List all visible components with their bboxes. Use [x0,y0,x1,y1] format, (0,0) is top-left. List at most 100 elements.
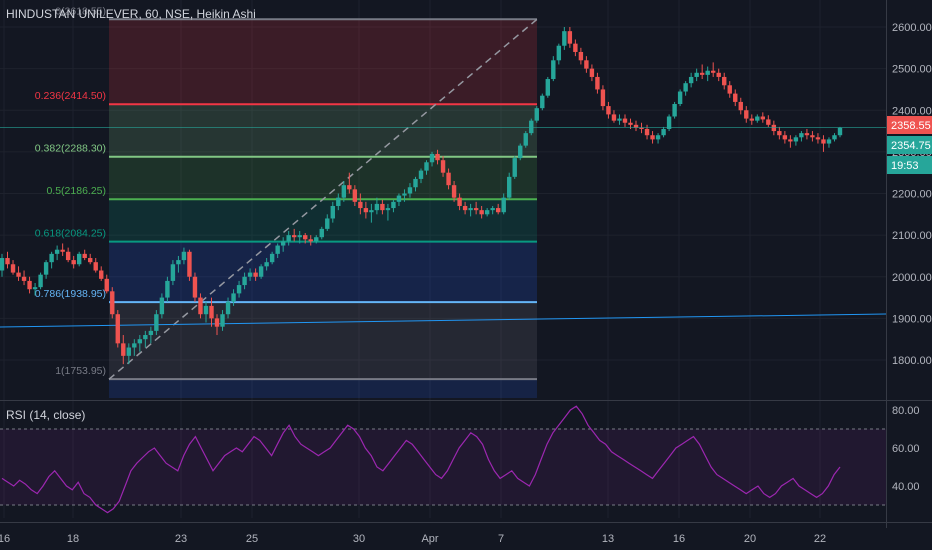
candle-body[interactable] [132,343,137,348]
candle-body[interactable] [369,210,374,213]
candle-body[interactable] [744,110,749,119]
candle-body[interactable] [457,197,462,206]
candle-body[interactable] [413,178,418,188]
candle-body[interactable] [236,285,242,294]
fib-trend-line[interactable] [108,18,538,380]
candle-body[interactable] [264,262,269,267]
candle-body[interactable] [832,135,837,140]
candle-body[interactable] [187,251,192,277]
candle-body[interactable] [562,31,567,46]
candle-body[interactable] [804,133,810,136]
candle-body[interactable] [303,235,308,240]
candle-body[interactable] [10,264,16,273]
candle-body[interactable] [341,185,347,198]
candle-body[interactable] [159,297,165,315]
candle-body[interactable] [484,210,490,215]
candle-body[interactable] [258,266,264,277]
candle-body[interactable] [633,124,639,128]
candle-body[interactable] [440,160,446,173]
trend-line[interactable] [0,313,887,328]
candle-body[interactable] [424,162,429,171]
candle-body[interactable] [551,60,556,80]
candle-body[interactable] [799,133,804,138]
candle-body[interactable] [490,208,495,211]
candle-body[interactable] [297,235,302,238]
candle-body[interactable] [661,128,666,136]
candle-body[interactable] [126,347,132,356]
candle-body[interactable] [749,118,754,121]
candle-body[interactable] [451,185,457,198]
candle-body[interactable] [269,253,275,263]
candle-body[interactable] [821,139,826,144]
candle-body[interactable] [815,137,821,140]
candle-body[interactable] [99,270,104,279]
candle-body[interactable] [407,187,413,194]
candle-body[interactable] [5,258,10,265]
candle-body[interactable] [727,85,732,94]
candle-body[interactable] [82,253,87,259]
candle-body[interactable] [242,276,247,286]
candle-body[interactable] [589,68,595,77]
candle-body[interactable] [253,272,258,277]
candle-body[interactable] [88,258,93,263]
candle-body[interactable] [446,172,451,186]
candle-body[interactable] [606,106,611,115]
candle-body[interactable] [435,153,440,161]
candle-body[interactable] [336,197,341,206]
candle-body[interactable] [578,51,584,61]
candle-body[interactable] [143,335,148,340]
candle-body[interactable] [837,127,843,136]
candle-body[interactable] [198,297,203,315]
candle-body[interactable] [826,139,832,144]
candle-body[interactable] [275,245,280,254]
candle-body[interactable] [755,116,760,121]
candle-body[interactable] [694,72,699,77]
candle-body[interactable] [760,116,766,120]
candle-body[interactable] [380,203,385,211]
candle-body[interactable] [385,208,391,211]
candle-body[interactable] [793,137,799,142]
candle-body[interactable] [32,287,38,290]
candle-body[interactable] [495,208,501,213]
candle-body[interactable] [567,31,573,44]
candle-body[interactable] [308,239,313,242]
candle-body[interactable] [507,176,512,198]
candle-body[interactable] [556,45,562,61]
candle-body[interactable] [209,305,214,319]
candle-body[interactable] [534,108,539,121]
candle-body[interactable] [330,205,335,219]
candle-body[interactable] [766,119,771,125]
candle-body[interactable] [280,241,286,246]
candle-body[interactable] [65,251,71,261]
candle-body[interactable] [104,278,109,292]
candle-body[interactable] [49,253,54,263]
candle-body[interactable] [148,330,154,336]
candle-body[interactable] [479,210,484,215]
candle-body[interactable] [429,153,435,163]
candle-body[interactable] [93,262,98,271]
candle-body[interactable] [677,91,683,105]
candle-body[interactable] [600,89,606,107]
candle-body[interactable] [154,314,159,331]
candle-body[interactable] [358,201,363,209]
candle-body[interactable] [545,79,551,96]
candle-body[interactable] [473,208,479,211]
candle-body[interactable] [644,128,650,136]
candle-body[interactable] [374,203,380,211]
candle-body[interactable] [418,170,424,179]
candle-body[interactable] [0,258,5,271]
candle-body[interactable] [231,293,236,302]
candle-body[interactable] [363,208,369,213]
candle-body[interactable] [722,76,727,86]
candle-body[interactable] [672,104,677,117]
candle-body[interactable] [137,339,143,344]
candle-body[interactable] [512,158,517,177]
candle-body[interactable] [319,228,324,238]
candle-body[interactable] [38,274,43,288]
candle-body[interactable] [352,189,358,202]
candle-body[interactable] [165,280,170,298]
candle-body[interactable] [192,276,198,298]
candle-body[interactable] [810,135,815,138]
candle-body[interactable] [16,272,21,277]
